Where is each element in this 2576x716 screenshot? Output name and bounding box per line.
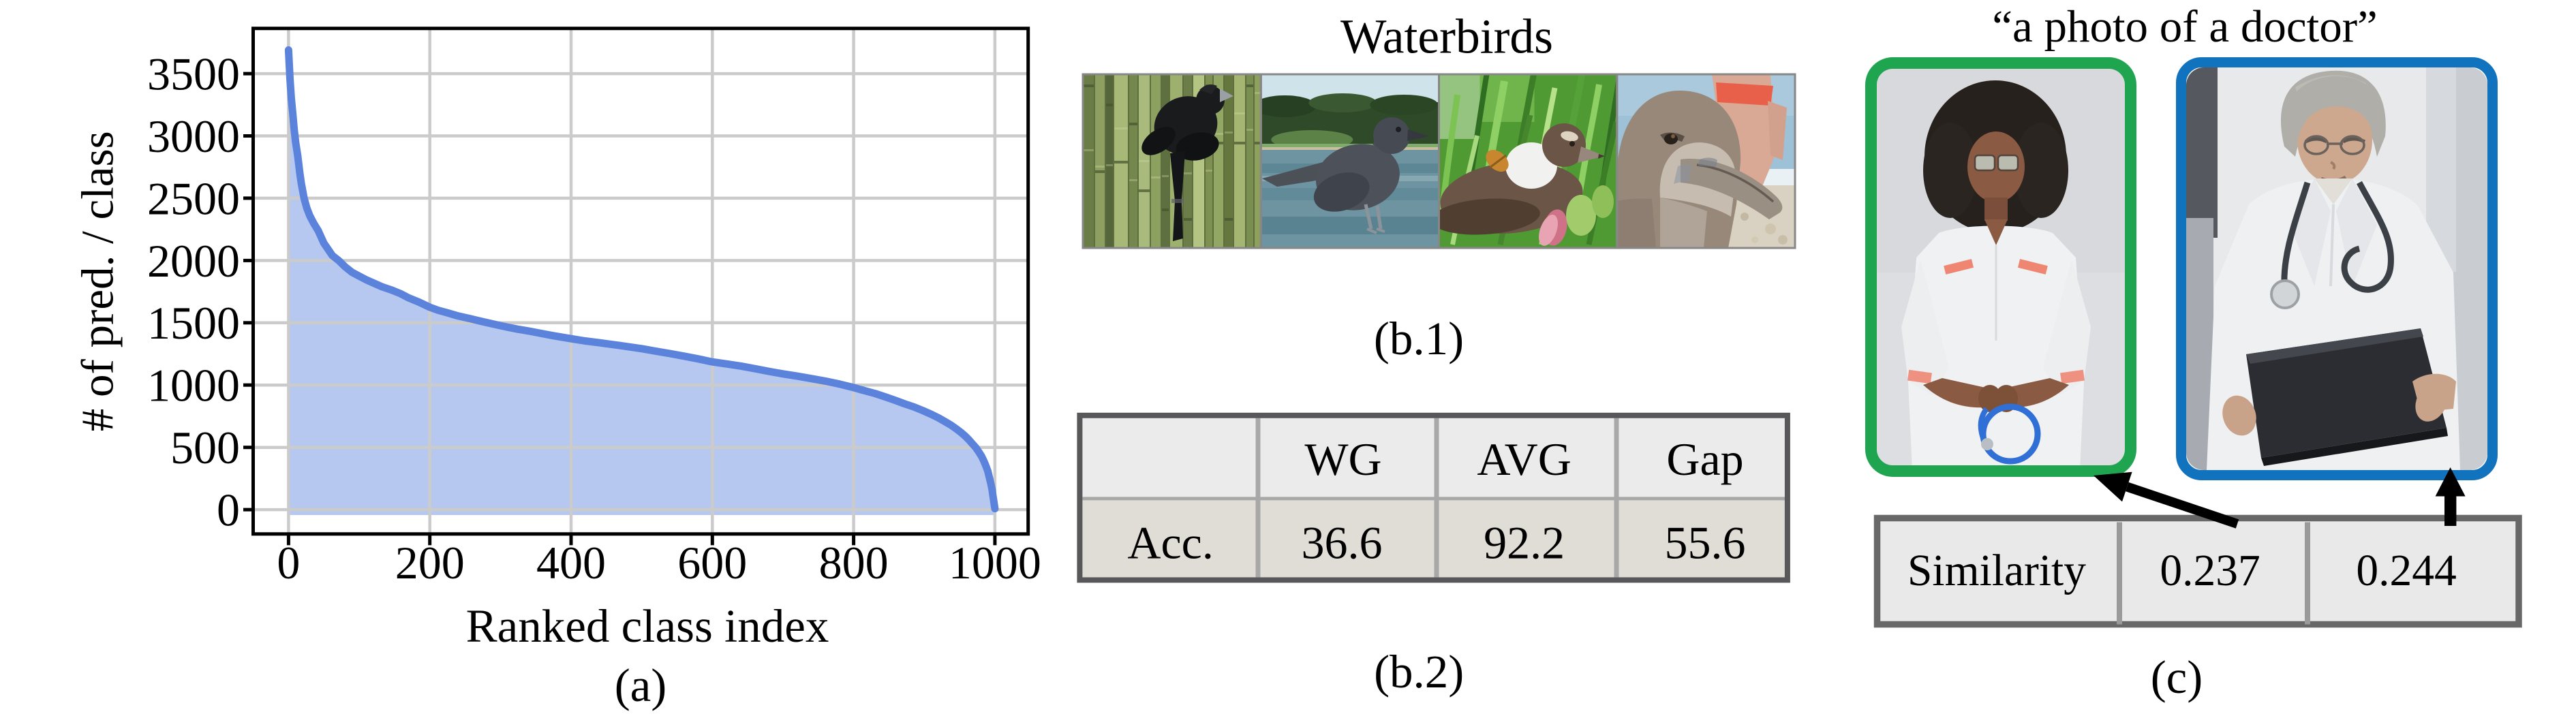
svg-text:600: 600: [677, 537, 747, 589]
svg-text:3000: 3000: [147, 110, 240, 162]
svg-text:(a): (a): [615, 659, 667, 711]
svg-text:92.2: 92.2: [1484, 517, 1565, 569]
svg-text:Acc.: Acc.: [1127, 517, 1213, 569]
svg-text:2500: 2500: [147, 172, 240, 224]
svg-text:“a photo of a doctor”: “a photo of a doctor”: [1992, 1, 2378, 52]
svg-text:2000: 2000: [147, 235, 240, 287]
svg-text:WG: WG: [1304, 433, 1381, 485]
svg-text:(b.2): (b.2): [1374, 646, 1464, 698]
svg-text:Ranked class index: Ranked class index: [466, 600, 829, 652]
svg-text:(b.1): (b.1): [1374, 313, 1464, 364]
svg-text:(c): (c): [2151, 651, 2203, 703]
svg-text:Similarity: Similarity: [1907, 546, 2086, 595]
svg-text:1000: 1000: [949, 537, 1041, 589]
svg-text:200: 200: [395, 537, 465, 589]
svg-text:36.6: 36.6: [1302, 517, 1383, 569]
svg-text:# of pred. / class: # of pred. / class: [73, 131, 123, 431]
svg-text:1500: 1500: [147, 297, 240, 349]
svg-text:3500: 3500: [147, 48, 240, 99]
svg-text:500: 500: [170, 422, 240, 473]
svg-text:0.244: 0.244: [2356, 546, 2456, 595]
svg-text:1000: 1000: [147, 360, 240, 411]
svg-text:400: 400: [536, 537, 606, 589]
svg-text:0: 0: [277, 537, 300, 589]
svg-text:55.6: 55.6: [1665, 517, 1746, 569]
svg-text:Gap: Gap: [1666, 433, 1743, 485]
svg-text:0.237: 0.237: [2160, 546, 2260, 595]
svg-text:0: 0: [217, 484, 240, 536]
svg-text:Waterbirds: Waterbirds: [1340, 10, 1553, 64]
svg-text:AVG: AVG: [1477, 433, 1571, 485]
svg-text:800: 800: [819, 537, 889, 589]
